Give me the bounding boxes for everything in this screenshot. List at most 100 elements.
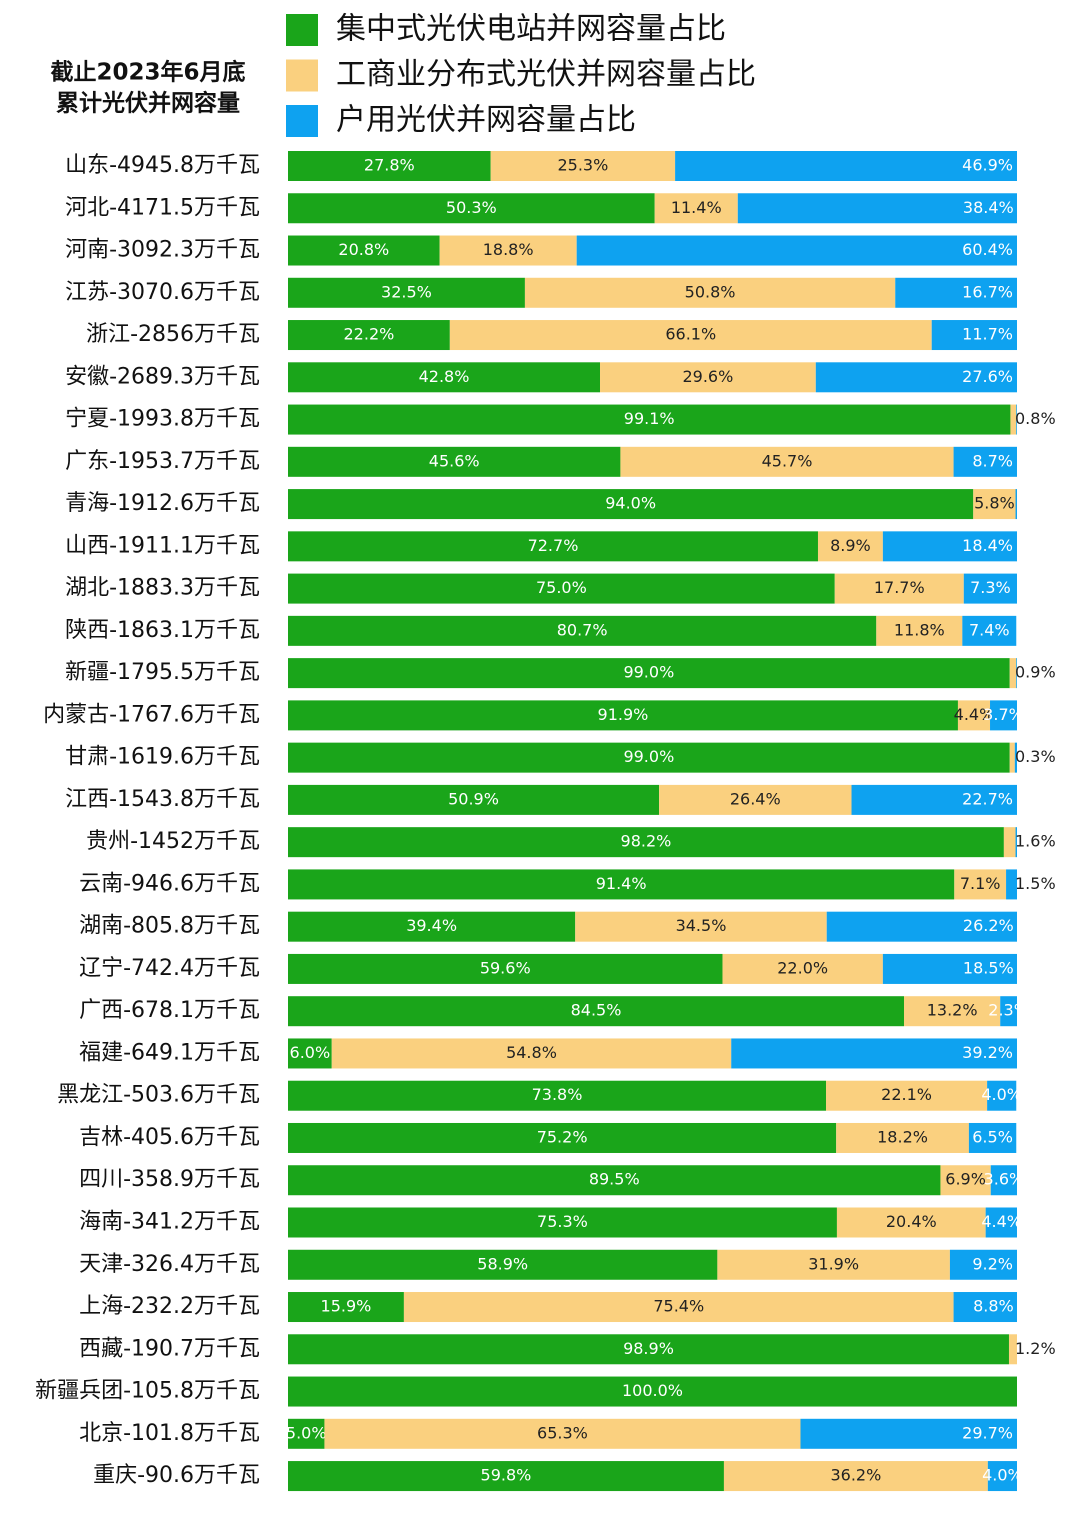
value-label: 16.7%	[962, 282, 1013, 301]
y-tick-label: 安徽-2689.3万千瓦	[65, 364, 260, 389]
y-tick-label: 吉林-405.6万千瓦	[79, 1125, 260, 1150]
y-tick-label: 河南-3092.3万千瓦	[65, 238, 260, 263]
bar-segment	[954, 869, 1007, 900]
y-tick-label: 新疆兵团-105.8万千瓦	[35, 1379, 260, 1404]
value-label: 27.8%	[364, 156, 415, 175]
value-label: 6.0%	[290, 1043, 331, 1062]
bar-segment	[722, 953, 883, 984]
legend-swatch	[286, 14, 318, 46]
bar-segment	[524, 277, 896, 308]
bar-segment	[895, 277, 1017, 308]
value-label: 72.7%	[528, 536, 579, 555]
bar-segment	[987, 1461, 1017, 1492]
y-tick-label: 内蒙古-1767.6万千瓦	[43, 702, 260, 727]
bar-segment	[288, 489, 974, 520]
value-label: 13.2%	[927, 1001, 978, 1020]
bar-segment	[985, 1207, 1017, 1238]
bar-segment	[331, 1038, 732, 1069]
bar-segment	[962, 615, 1017, 646]
value-label: 99.1%	[624, 409, 675, 428]
y-tick-label: 西藏-190.7万千瓦	[79, 1336, 260, 1361]
value-label: 36.2%	[830, 1466, 881, 1485]
bar-segment	[940, 1165, 991, 1196]
y-tick-label: 上海-232.2万千瓦	[79, 1294, 260, 1319]
bar-segment	[931, 320, 1017, 351]
bar-segment	[288, 1418, 325, 1449]
bar-segment	[904, 996, 1001, 1027]
value-label: 45.6%	[429, 451, 480, 470]
bar-segment	[288, 742, 1010, 773]
legend-label: 工商业分布式光伏并网容量占比	[336, 57, 756, 92]
bar-segment	[288, 784, 660, 815]
value-label: 4.4%	[954, 705, 995, 724]
value-label: 26.4%	[730, 789, 781, 808]
bar-segment	[800, 1418, 1017, 1449]
bar-segment	[288, 1080, 827, 1111]
bar-segment	[836, 1122, 969, 1153]
value-label: 75.2%	[537, 1127, 588, 1146]
value-label: 7.4%	[969, 620, 1010, 639]
value-label: 50.9%	[448, 789, 499, 808]
bar-segment	[439, 235, 577, 266]
y-tick-label: 贵州-1452万千瓦	[86, 829, 260, 854]
bar-segment	[288, 911, 576, 942]
bar-segment	[834, 573, 964, 604]
bar-segment	[288, 1292, 404, 1323]
value-label: 31.9%	[808, 1254, 859, 1273]
y-tick-label: 宁夏-1993.8万千瓦	[65, 407, 260, 432]
y-tick-label: 北京-101.8万千瓦	[79, 1421, 260, 1446]
value-label: 4.0%	[981, 1085, 1022, 1104]
bar-segment	[723, 1461, 988, 1492]
bar-segment	[288, 1165, 941, 1196]
bar-segment	[990, 700, 1017, 731]
value-label: 91.4%	[596, 874, 647, 893]
value-label: 91.9%	[598, 705, 649, 724]
value-label: 8.7%	[972, 451, 1013, 470]
bar-segment	[737, 193, 1017, 224]
value-label: 1.6%	[1015, 832, 1056, 851]
value-label: 75.3%	[537, 1212, 588, 1231]
value-label: 42.8%	[419, 367, 470, 386]
bar-segment	[288, 700, 958, 731]
value-label: 6.5%	[972, 1127, 1013, 1146]
y-tick-label: 青海-1912.6万千瓦	[65, 491, 260, 516]
bar-segment	[288, 1122, 837, 1153]
value-label: 18.2%	[877, 1127, 928, 1146]
value-label: 20.4%	[886, 1212, 937, 1231]
y-tick-label: 陕西-1863.1万千瓦	[65, 618, 260, 643]
bar-segment	[288, 827, 1004, 858]
bar-segment	[973, 489, 1016, 520]
bar-segment	[1015, 489, 1017, 520]
bar-segment	[675, 151, 1017, 181]
bar-segment	[815, 362, 1017, 393]
value-label: 50.3%	[446, 198, 497, 217]
bar-segment	[1014, 742, 1017, 773]
bar-segment	[659, 784, 852, 815]
bar-segment	[731, 1038, 1017, 1069]
bar-segment	[324, 1418, 801, 1449]
bar-segment	[449, 320, 932, 351]
bar-segment	[1003, 827, 1016, 858]
bar-segment	[953, 446, 1017, 477]
value-label: 8.9%	[830, 536, 871, 555]
bar-segment	[288, 404, 1011, 435]
value-label: 5.8%	[974, 494, 1015, 513]
bar-segment	[288, 615, 877, 646]
value-label: 59.6%	[480, 958, 531, 977]
bar-segment	[288, 446, 621, 477]
y-tick-label: 河北-4171.5万千瓦	[65, 195, 260, 220]
value-label: 84.5%	[571, 1001, 622, 1020]
bar-segment	[826, 1080, 988, 1111]
y-tick-label: 辽宁-742.4万千瓦	[79, 956, 260, 981]
bar-segment	[876, 615, 963, 646]
bar-segment	[817, 531, 883, 562]
plot-area: 27.8% 25.3% 46.9% 50.3% 11.4% 38.4% 20.8% 18.8%…	[286, 151, 1022, 1492]
value-label: 65.3%	[537, 1423, 588, 1442]
y-tick-label: 四川-358.9万千瓦	[79, 1167, 260, 1192]
bar-segment	[826, 911, 1017, 942]
bar-segment	[1015, 827, 1017, 858]
bar-segment	[288, 658, 1010, 689]
value-label: 5.0%	[286, 1423, 327, 1442]
bar-segment	[403, 1292, 954, 1323]
